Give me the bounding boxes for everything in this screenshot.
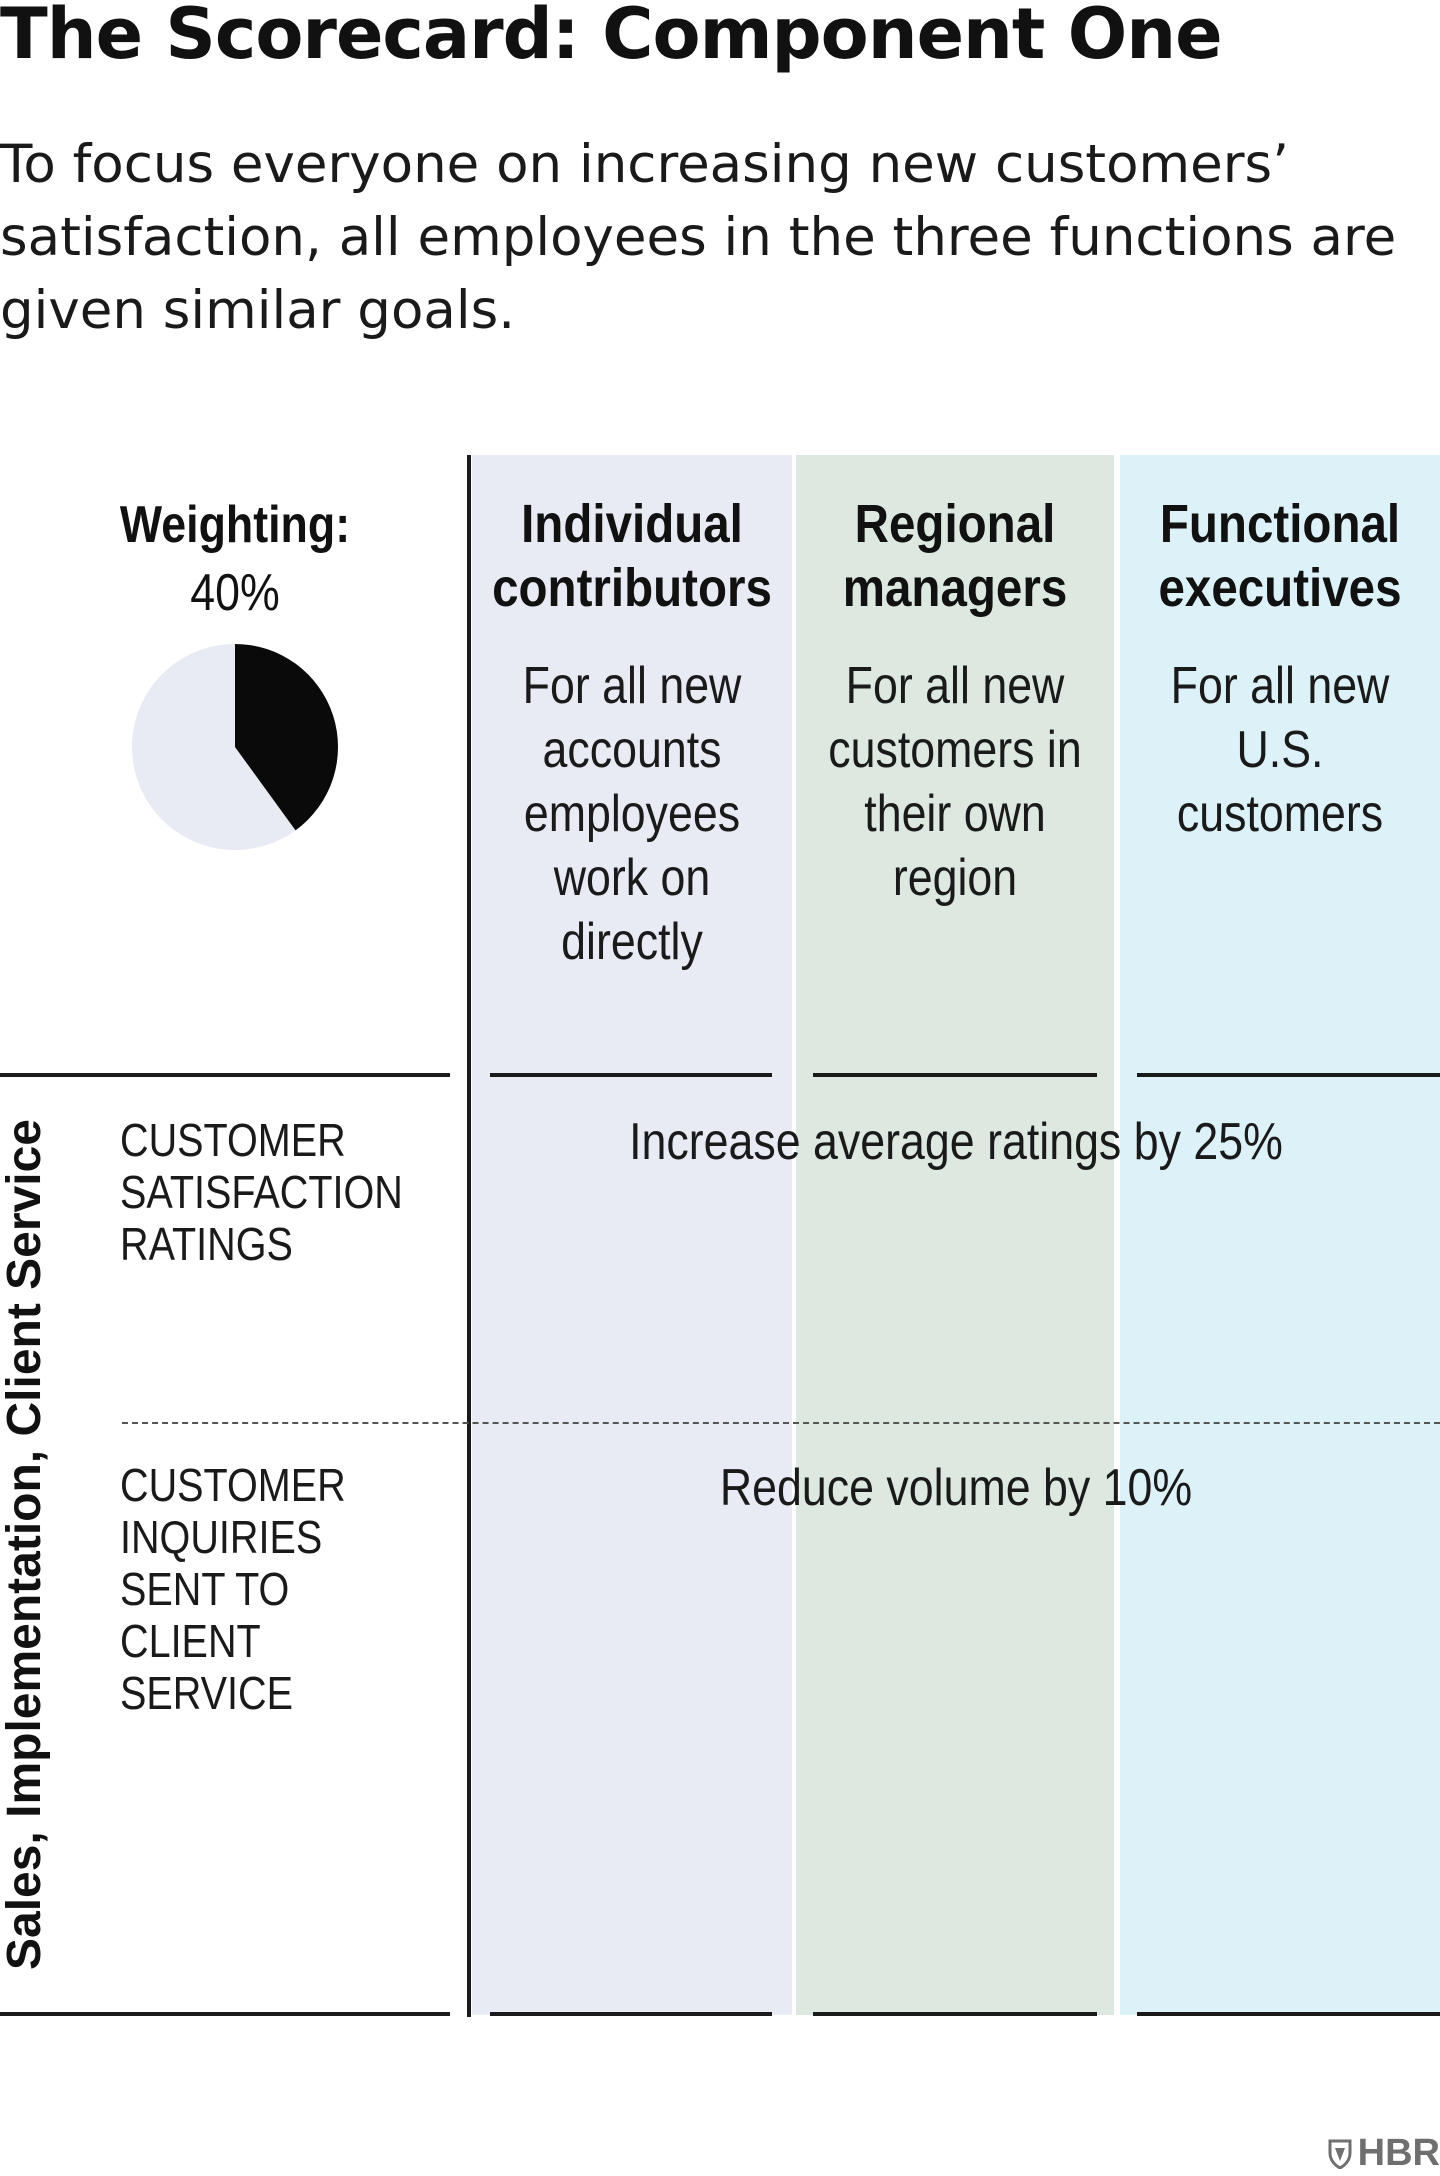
bottom-rule-weighting: [0, 2012, 450, 2016]
page-title: The Scorecard: Component One: [0, 0, 1223, 75]
brand-logo: HBR: [1328, 2132, 1440, 2175]
column-description-regional-managers: For all new customers in their own regio…: [828, 657, 1082, 907]
weighting-value: 40%: [190, 564, 280, 622]
column-heading-individual-contributors: Individual contributors: [492, 494, 772, 618]
column-background-individual-contributors: [472, 455, 792, 2015]
page-subtitle: To focus everyone on increasing new cust…: [0, 134, 1397, 341]
shield-icon: [1328, 2139, 1352, 2169]
metric-goal: Reduce volume by 10%: [719, 1459, 1193, 1517]
weighting-label: Weighting:: [119, 496, 351, 554]
weighting-pie-chart: [132, 644, 338, 850]
bottom-rule-functional-executives: [1137, 2012, 1440, 2016]
pie-weighting-slice: [235, 644, 338, 831]
header-rule-weighting: [0, 1073, 450, 1077]
metric-label: CUSTOMER SATISFACTION RATINGS: [120, 1114, 403, 1270]
metric-label: CUSTOMER INQUIRIES SENT TO CLIENT SERVIC…: [120, 1459, 346, 1719]
column-description-individual-contributors: For all new accounts employees work on d…: [522, 657, 742, 971]
column-heading-functional-executives: Functional executives: [1158, 494, 1402, 618]
group-label: Sales, Implementation, Client Service: [0, 1119, 51, 1970]
bottom-rule-regional-managers: [813, 2012, 1097, 2016]
header-rule-functional-executives: [1137, 1073, 1440, 1077]
header-rule-regional-managers: [813, 1073, 1097, 1077]
bottom-rule-individual-contributors: [490, 2012, 772, 2016]
column-background-functional-executives: [1120, 455, 1440, 2015]
metric-goal: Increase average ratings by 25%: [629, 1113, 1283, 1171]
column-description-functional-executives: For all new U.S. customers: [1170, 657, 1390, 843]
brand-name: HBR: [1357, 2132, 1440, 2174]
row-separator: [122, 1422, 1440, 1424]
column-heading-regional-managers: Regional managers: [842, 494, 1068, 618]
column-background-regional-managers: [796, 455, 1114, 2015]
vertical-divider: [467, 455, 471, 2017]
header-rule-individual-contributors: [490, 1073, 772, 1077]
